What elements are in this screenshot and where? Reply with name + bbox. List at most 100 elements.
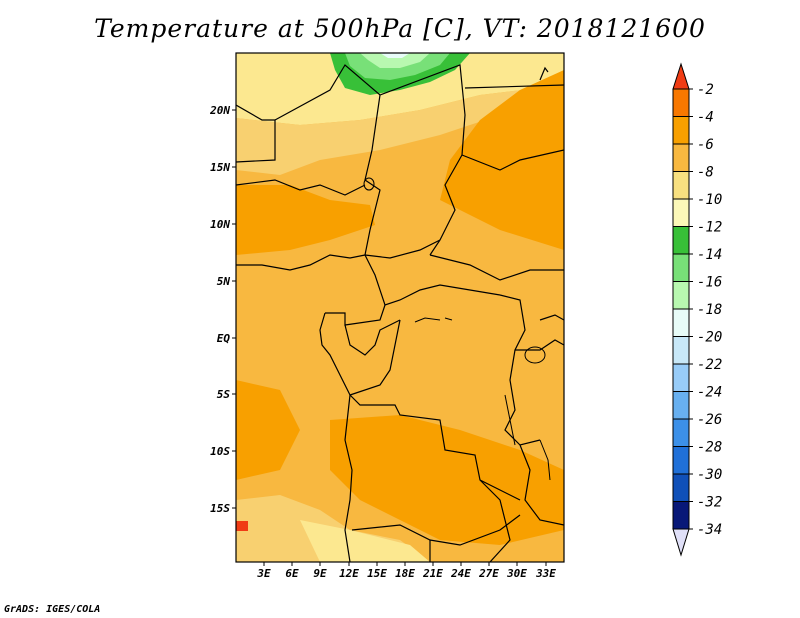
colorbar-label: -12 [697,220,722,236]
lon-label: 27E [478,567,499,580]
colorbar-cell [672,418,690,447]
lat-label: 10S [210,445,230,458]
country-borders [236,64,564,562]
colorbar-label: -24 [697,385,722,401]
colorbar-label: -14 [697,247,722,263]
lake-chad [363,177,375,191]
lat-label: EQ [217,332,231,345]
field-warm-south [330,415,564,545]
field-red-spot [236,521,248,531]
border-car-congo [364,254,501,306]
border-sudan-north [461,149,564,171]
colorbar-label: -4 [697,110,714,126]
colorbar-cell [672,363,690,392]
colorbar-label: -30 [697,467,722,483]
lakes [363,177,551,481]
map-frame [235,52,565,563]
colorbar-label: -22 [697,357,722,373]
colorbar-cell [672,473,690,502]
colorbar-label: -26 [697,412,722,428]
field-warm-east [440,70,564,250]
border-car-north [364,239,441,259]
lon-label: 33E [535,567,556,580]
border-libya-sudan [464,84,564,89]
lon-label: 24E [450,567,471,580]
lake-tanganyika [504,394,516,446]
colorbar-cell [672,143,690,172]
lake-malawi [539,439,551,481]
colorbar-label: -18 [697,302,722,318]
lat-label: 5N [217,275,231,288]
field-palest-region [380,53,410,58]
border-zimbabwe [479,479,511,562]
colorbar-cell [672,116,690,145]
colorbar-cell [672,336,690,365]
lat-label: 20N [209,104,230,117]
border-congo-gabon [344,319,401,356]
lon-label: 21E [422,567,443,580]
field-cooler-south [300,520,430,562]
lon-label: 6E [285,567,299,580]
colorbar: -2 -4 -6 -8 -10 -12 -14 -16 -18 -20 -22 -24 -26 -28 -3… [672,62,722,557]
temperature-field [236,53,564,562]
field-lightgreen-region [360,53,430,68]
colorbar-cell [672,253,690,282]
border-angola-south [351,514,521,546]
colorbar-cell [672,391,690,420]
lon-label: 12E [339,567,359,580]
border-car-south [429,254,564,281]
colorbar-cell [672,198,690,227]
colorbar-cell [672,171,690,200]
border-uganda [539,314,564,321]
lon-label: 30E [506,567,527,580]
lon-axis: 3E 6E 9E 12E 15E 18E 21E 24E 27E 30E 33E [256,567,556,580]
border-nigeria-chad [364,94,381,256]
lat-label: 15N [210,161,230,174]
colorbar-label: -8 [697,165,714,181]
border-angola-drc [349,394,521,501]
colorbar-label: -32 [697,495,722,511]
border-drc-east [499,294,541,446]
colorbar-cell [672,226,690,255]
colorbar-bottom-arrow [672,528,690,557]
lon-ticks [263,562,547,566]
coastline-angola [344,394,353,562]
border-niger-chad [274,64,466,256]
colorbar-top-arrow [672,62,690,90]
field-warm-gulf [236,185,375,255]
footer-credit: GrADS: IGES/COLA [4,604,101,615]
lake-victoria [524,346,546,364]
lon-label: 3E [256,567,271,580]
lat-ticks [232,109,236,509]
congo-river [414,317,453,323]
lat-label: 10N [210,218,230,231]
colorbar-label: -34 [697,522,722,538]
field-cool-band [236,85,564,175]
lat-label: 15S [210,502,230,515]
colorbar-cell [672,88,690,117]
lat-label: 5S [217,388,231,401]
border-congo-drc [349,319,401,396]
coastline-gabon [319,312,351,396]
coastline-redsea [539,66,549,81]
colorbar-label: -28 [697,440,722,456]
colorbar-label: -2 [697,82,714,98]
colorbar-label: -16 [697,275,722,291]
border-sahel [236,179,366,196]
border-zambia-east [519,444,564,526]
lon-label: 9E [313,567,327,580]
colorbar-label: -20 [697,330,722,346]
colorbar-cell [672,446,690,475]
map-title: Temperature at 500hPa [C], VT: 201812160… [94,14,706,43]
field-warm-southwest [236,380,300,480]
colorbar-label: -6 [697,137,714,153]
colorbar-cell [672,281,690,310]
coastline-gulf [236,254,366,271]
lon-label: 18E [395,567,415,580]
lon-label: 15E [367,567,387,580]
colorbar-label: -10 [697,192,722,208]
lat-axis: 20N 15N 10N 5N EQ 5S 10S 15S [209,104,230,515]
colorbar-cell [672,501,690,530]
colorbar-cell [672,308,690,337]
